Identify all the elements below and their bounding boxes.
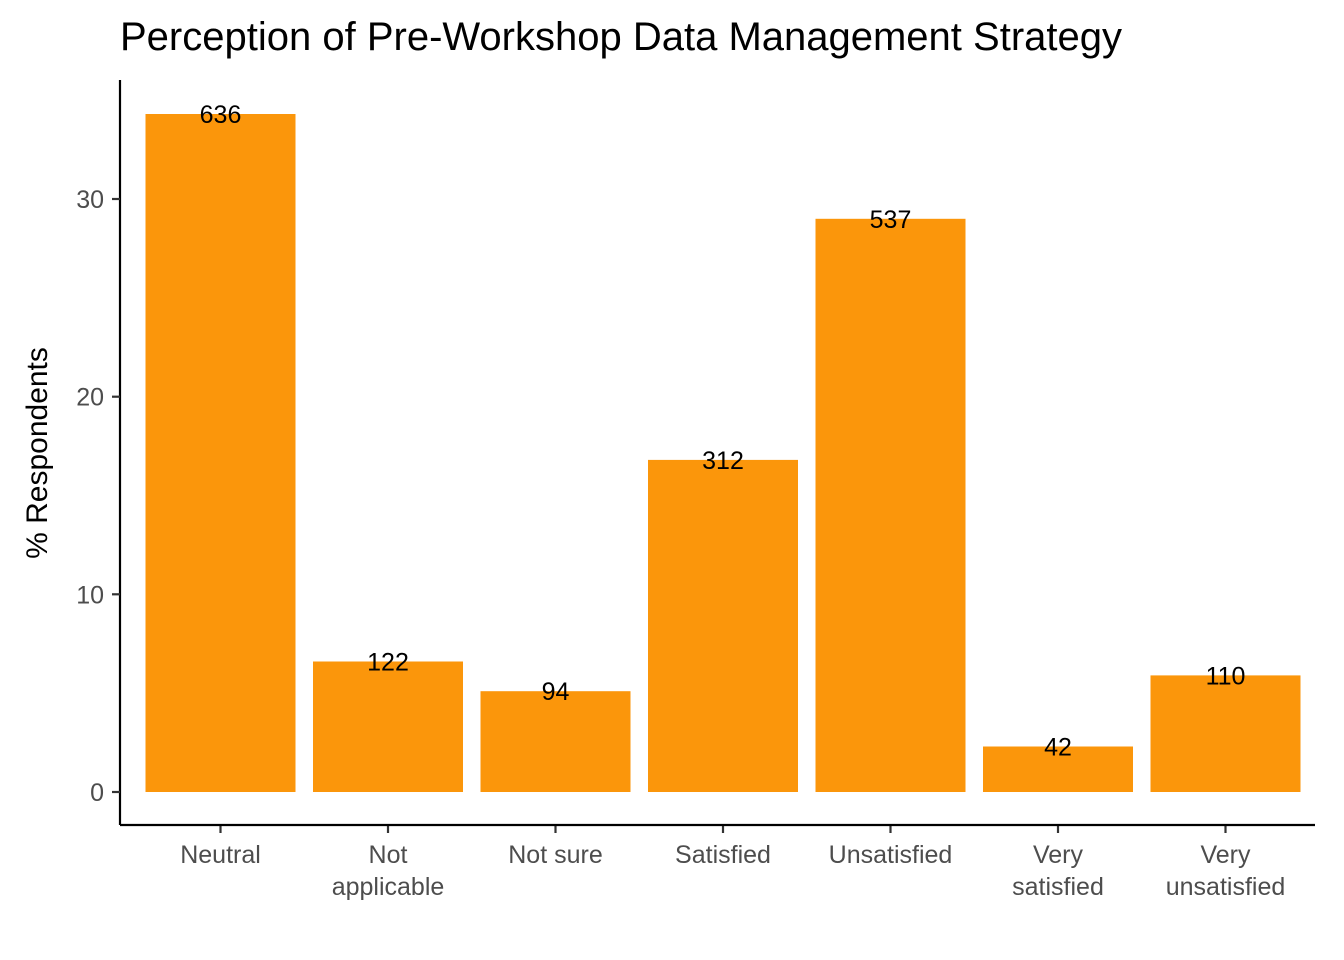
bar-unsatisfied (815, 218, 966, 793)
bar-not-applicable (313, 661, 463, 792)
bars-group (145, 114, 1301, 793)
data-label: 122 (367, 649, 409, 677)
x-tick-label: Very satisfied (1012, 841, 1104, 901)
y-tick-label: 0 (90, 779, 104, 807)
chart-title: Perception of Pre-Workshop Data Manageme… (120, 15, 1122, 59)
bar-very-satisfied (983, 746, 1133, 792)
data-label: 636 (200, 101, 242, 129)
data-label: 110 (1206, 662, 1246, 690)
x-tick-label: Very unsatisfied (1166, 841, 1286, 901)
bar-very-unsatisfied (1150, 675, 1301, 792)
x-tick-label: Neutral (180, 841, 261, 869)
y-tick-label: 20 (76, 384, 104, 412)
data-label: 537 (870, 206, 912, 234)
data-label: 42 (1044, 734, 1072, 762)
bar-neutral (145, 114, 296, 792)
y-tick-label: 10 (76, 581, 104, 609)
x-axis: Neutral Not applicable Not sure Satisfied Uns… (120, 823, 1315, 901)
x-tick-label: Satisfied (675, 841, 771, 869)
data-label: 94 (542, 678, 570, 706)
x-tick-label: Not sure (508, 841, 602, 869)
data-labels-group: 636 122 94 312 537 42 110 (200, 101, 1246, 762)
y-axis: 0 10 20 30 (76, 80, 122, 825)
data-label: 312 (702, 447, 744, 475)
y-tick-label: 30 (76, 186, 104, 214)
y-axis-label: % Respondents (21, 347, 54, 559)
x-tick-label: Unsatisfied (829, 841, 953, 869)
bar-satisfied (648, 459, 798, 792)
bar-not-sure (480, 691, 631, 792)
x-tick-label: Not applicable (332, 841, 445, 901)
